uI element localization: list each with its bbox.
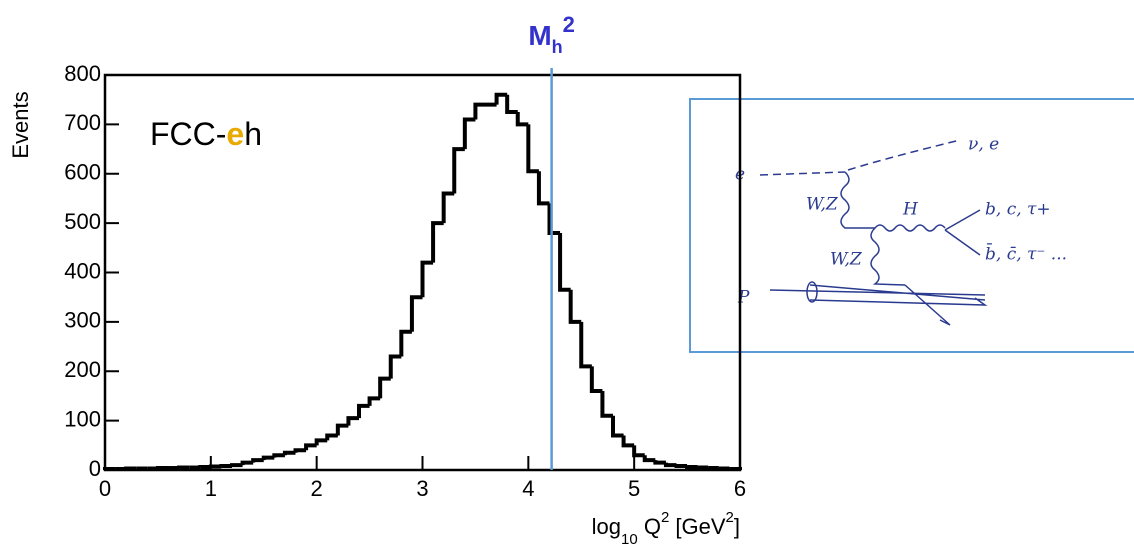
histogram-bin xyxy=(589,366,603,393)
histogram-bin xyxy=(547,203,561,235)
histogram-bin xyxy=(240,460,254,466)
inset-frame xyxy=(689,98,1134,353)
histogram-bin xyxy=(515,112,529,127)
x-tick-label: 6 xyxy=(734,476,746,501)
histogram-bin xyxy=(420,260,434,298)
y-tick-label: 400 xyxy=(64,258,101,283)
x-axis-title: log10 Q2 [GeV2] xyxy=(592,509,740,548)
histogram-bin xyxy=(431,221,444,263)
histogram-bin xyxy=(325,433,338,441)
x-tick-label: 3 xyxy=(416,476,428,501)
histogram-bin xyxy=(611,415,624,438)
x-title-part: 10 xyxy=(621,531,638,548)
quark-lines xyxy=(769,209,988,326)
inset-label: W,Z xyxy=(830,250,863,270)
histogram-bin xyxy=(462,117,476,150)
y-tick-label: 800 xyxy=(64,61,101,86)
annotation-part: FCC- xyxy=(150,116,226,152)
histogram-bin xyxy=(388,354,402,379)
boson-lines xyxy=(840,171,946,286)
inset-diagram: e ν, e W,Z H b, c, τ+ b̄, c̄, τ⁻ ... W,Z… xyxy=(689,98,1134,353)
histogram-bin xyxy=(272,453,285,458)
reference-label-part: M xyxy=(528,20,551,51)
x-tick-label: 5 xyxy=(628,476,640,501)
x-title-part: 2 xyxy=(726,509,734,526)
annotation-part: h xyxy=(244,116,262,152)
histogram-bin xyxy=(261,455,275,461)
inset-label: ν, e xyxy=(968,135,999,155)
proton-blob xyxy=(806,281,818,303)
histogram-bin xyxy=(600,391,613,418)
histogram-bin xyxy=(473,102,486,120)
reference-label: Mh2 xyxy=(528,12,575,57)
histogram-bin xyxy=(674,464,688,469)
histogram-bin xyxy=(526,124,539,174)
histogram-bin xyxy=(558,233,571,292)
histogram-bin xyxy=(282,450,296,456)
histogram-bin xyxy=(335,423,349,436)
histogram-bin xyxy=(441,191,455,224)
y-tick-label: 500 xyxy=(64,209,101,234)
histogram-bin xyxy=(399,329,412,357)
histogram-bin xyxy=(642,455,656,463)
x-title-part: [GeV xyxy=(669,514,726,539)
histogram-bin xyxy=(494,92,508,105)
histogram-bin xyxy=(505,94,518,115)
x-tick-label: 1 xyxy=(205,476,217,501)
y-tick-label: 700 xyxy=(64,110,101,135)
histogram-bin xyxy=(103,467,116,472)
y-axis-title: Events xyxy=(8,91,33,158)
x-title-part: log xyxy=(592,514,621,539)
inset-label: b̄, c̄, τ⁻ ... xyxy=(985,242,1067,265)
x-title-part: ] xyxy=(734,514,740,539)
x-title-part: 2 xyxy=(661,509,669,526)
reference-label-part: h xyxy=(552,37,563,57)
histogram-bin xyxy=(314,438,328,446)
histogram-bin xyxy=(452,147,465,194)
histogram-bin xyxy=(653,460,666,465)
histogram-bin xyxy=(293,448,307,453)
histogram-bin xyxy=(367,396,381,406)
annotation-part: e xyxy=(226,116,244,152)
inset-label: b, c, τ+ xyxy=(985,200,1051,220)
y-tick-label: 300 xyxy=(64,308,101,333)
histogram-bin xyxy=(579,321,592,369)
histogram-bin xyxy=(409,295,423,332)
histogram-bin xyxy=(727,467,742,472)
reference-label-part: 2 xyxy=(563,12,575,37)
inset-label: W,Z xyxy=(806,195,839,215)
y-tick-label: 100 xyxy=(64,406,101,431)
y-tick-label: 200 xyxy=(64,357,101,382)
histogram-bin xyxy=(357,403,370,419)
inset-label: H xyxy=(902,200,919,220)
histogram-bin xyxy=(663,462,677,468)
histogram-bin xyxy=(346,416,359,426)
histogram-bin xyxy=(230,463,243,468)
x-tick-label: 4 xyxy=(522,476,534,501)
y-tick-label: 600 xyxy=(64,160,101,185)
histogram-bin xyxy=(621,435,635,448)
lepton-lines xyxy=(759,139,961,176)
histogram-bin xyxy=(304,443,317,451)
histogram-bin xyxy=(378,376,391,399)
histogram-bin xyxy=(632,445,645,458)
y-tick-label: 0 xyxy=(89,456,101,481)
histogram-bin xyxy=(251,458,264,463)
x-title-part: Q xyxy=(638,514,661,539)
x-tick-label: 2 xyxy=(311,476,323,501)
histogram-bin xyxy=(568,289,582,324)
histogram-bin xyxy=(685,465,698,470)
histogram-bin xyxy=(536,171,550,206)
x-tick-label: 0 xyxy=(99,476,111,501)
experiment-label: FCC-eh xyxy=(150,116,262,152)
